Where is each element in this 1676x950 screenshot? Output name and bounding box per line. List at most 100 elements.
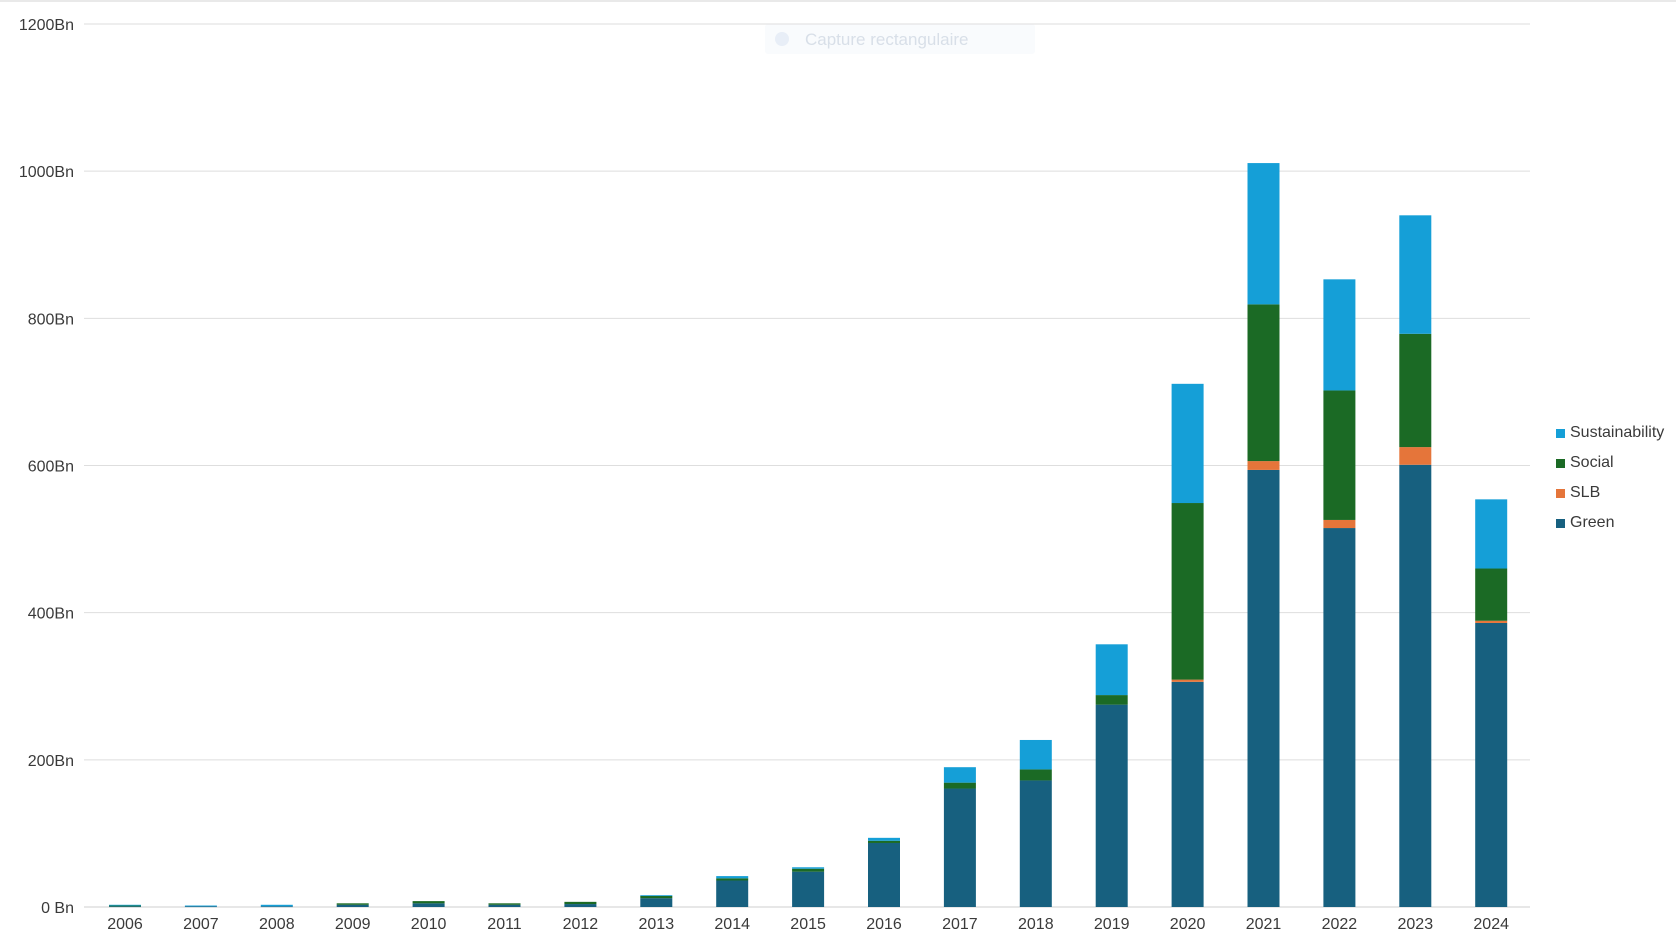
x-tick-label: 2017 (942, 916, 978, 933)
x-tick-label: 2006 (107, 916, 143, 933)
bar-sustainability-2023 (1399, 215, 1432, 334)
bar-slb-2023 (1399, 447, 1432, 465)
y-tick-label: 200Bn (28, 753, 74, 770)
bar-sustainability-2021 (1247, 163, 1280, 305)
bar-slb-2021 (1247, 461, 1280, 470)
bar-sustainability-2017 (943, 767, 976, 783)
x-tick-label: 2007 (183, 916, 219, 933)
bar-green-2006 (109, 906, 141, 908)
legend-label: Green (1570, 514, 1615, 531)
bar-sustainability-2020 (1171, 383, 1204, 504)
bar-sustainability-2022 (1323, 279, 1356, 391)
bar-sustainability-2019 (1095, 644, 1128, 696)
bar-green-2023 (1399, 464, 1432, 907)
bar-green-2013 (640, 898, 673, 907)
x-tick-label: 2015 (790, 916, 826, 933)
y-tick-label: 1000Bn (19, 164, 74, 181)
x-tick-label: 2009 (335, 916, 371, 933)
bar-sustainability-2018 (1019, 739, 1052, 770)
bar-social-2015 (792, 868, 825, 872)
capture-label: Capture rectangulaire (805, 30, 969, 49)
x-tick-label: 2022 (1322, 916, 1358, 933)
y-tick-label: 800Bn (28, 311, 74, 328)
bar-green-2010 (412, 903, 445, 907)
bar-social-2021 (1247, 304, 1280, 462)
bar-social-2016 (868, 840, 900, 843)
bar-social-2010 (412, 901, 445, 904)
x-tick-label: 2020 (1170, 916, 1206, 933)
legend-swatch (1556, 518, 1565, 528)
x-tick-label: 2019 (1094, 916, 1130, 933)
bar-sustainability-2007 (184, 905, 217, 907)
bar-slb-2024 (1475, 620, 1508, 623)
bar-green-2020 (1171, 681, 1204, 907)
bar-green-2015 (792, 871, 825, 907)
capture-icon (775, 32, 789, 46)
bar-sustainability-2015 (792, 867, 825, 869)
bar-social-2024 (1475, 568, 1508, 621)
bar-social-2012 (564, 901, 597, 905)
bar-green-2016 (868, 842, 900, 907)
bar-social-2020 (1171, 503, 1204, 680)
bar-green-2017 (943, 788, 976, 907)
bar-social-2019 (1095, 695, 1128, 705)
bar-sustainability-2024 (1475, 499, 1508, 569)
bar-green-2008 (260, 906, 293, 908)
y-axis-ticks: 0 Bn 200Bn 400Bn 600Bn 800Bn 1000Bn 1200Bn (19, 17, 74, 917)
capture-overlay: Capture rectangulaire (765, 24, 1035, 54)
chart-legend: Sustainability Social SLB Green (1556, 418, 1664, 538)
x-tick-label: 2021 (1246, 916, 1282, 933)
bar-green-2012 (564, 904, 597, 907)
bar-social-2022 (1323, 390, 1356, 520)
legend-label: SLB (1570, 484, 1601, 501)
bar-green-2014 (716, 880, 749, 907)
y-tick-label: 400Bn (28, 606, 74, 623)
bars (109, 163, 1508, 908)
bar-social-2013 (640, 895, 673, 899)
x-tick-label: 2008 (259, 916, 295, 933)
bar-social-2011 (488, 903, 521, 905)
x-axis-ticks: 2006 2007 2008 2009 2010 2011 2012 2013 2014 2015… (107, 916, 1509, 933)
bar-green-2021 (1247, 469, 1280, 907)
bar-green-2011 (488, 904, 521, 907)
bar-sustainability-2013 (640, 895, 673, 897)
legend-swatch (1556, 488, 1565, 498)
bar-social-2023 (1399, 333, 1432, 448)
x-tick-label: 2010 (411, 916, 447, 933)
bar-sustainability-2006 (109, 904, 141, 906)
bar-social-2006 (109, 905, 141, 907)
legend-item-sustainability: Sustainability (1556, 418, 1664, 448)
bar-social-2017 (943, 782, 976, 789)
gridlines (84, 23, 1530, 908)
y-tick-label: 0 Bn (41, 900, 74, 917)
y-tick-label: 600Bn (28, 459, 74, 476)
x-tick-label: 2013 (639, 916, 675, 933)
legend-item-green: Green (1556, 508, 1664, 538)
x-tick-label: 2018 (1018, 916, 1054, 933)
bar-social-2014 (716, 878, 749, 881)
bar-social-2009 (336, 903, 369, 905)
x-tick-label: 2012 (563, 916, 599, 933)
legend-label: Sustainability (1570, 424, 1665, 441)
bar-sustainability-2008 (260, 904, 293, 907)
x-tick-label: 2011 (487, 916, 522, 933)
bar-social-2018 (1019, 769, 1052, 781)
legend-swatch (1556, 428, 1565, 438)
bar-green-2007 (184, 906, 217, 908)
bar-slb-2020 (1171, 679, 1204, 682)
bar-sustainability-2016 (868, 837, 900, 841)
x-tick-label: 2024 (1473, 916, 1509, 933)
x-tick-label: 2016 (866, 916, 902, 933)
bar-green-2018 (1019, 780, 1052, 907)
legend-item-slb: SLB (1556, 478, 1664, 508)
x-tick-label: 2014 (714, 916, 750, 933)
bar-sustainability-2014 (716, 876, 749, 879)
legend-item-social: Social (1556, 448, 1664, 478)
bar-green-2009 (336, 904, 369, 907)
y-tick-label: 1200Bn (19, 17, 74, 34)
bar-green-2022 (1323, 528, 1356, 907)
legend-label: Social (1570, 454, 1614, 471)
bar-green-2024 (1475, 622, 1508, 907)
